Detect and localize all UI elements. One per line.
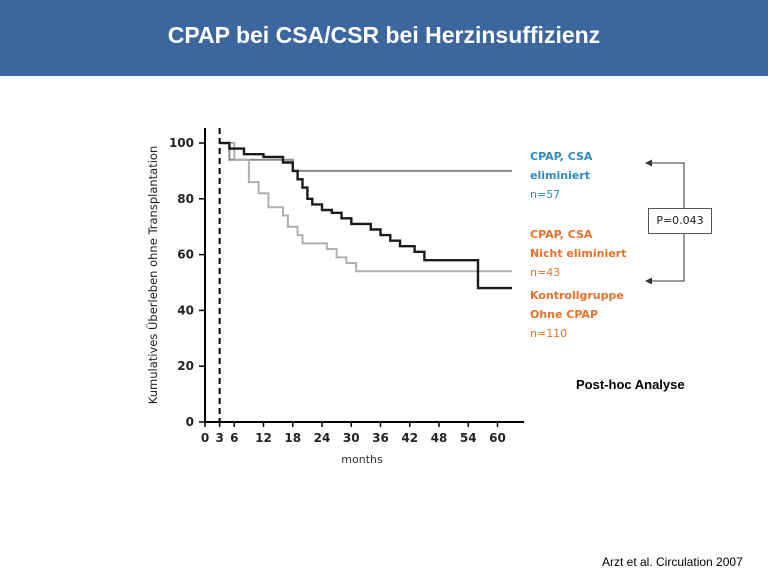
x-axis-label: months — [341, 453, 383, 466]
legend-eliminated-line1: CPAP, CSA — [530, 150, 593, 163]
y-tick-label: 0 — [186, 415, 194, 429]
p-value-box: P=0.043 — [648, 208, 712, 234]
posthoc-label: Post-hoc Analyse — [576, 377, 685, 392]
legend-control-n: n=110 — [530, 327, 568, 340]
title-bar — [0, 0, 768, 76]
x-tick-label: 3 — [215, 431, 223, 445]
legend-not-eliminated-line2: Nicht eliminiert — [530, 247, 627, 260]
y-tick-label: 60 — [177, 248, 194, 262]
x-tick-label: 60 — [489, 431, 506, 445]
x-tick-label: 30 — [343, 431, 360, 445]
bracket-arrow-bottom — [645, 277, 652, 285]
x-tick-label: 0 — [201, 431, 209, 445]
x-tick-label: 42 — [401, 431, 418, 445]
y-tick-label: 20 — [177, 359, 194, 373]
y-axis-label: Kumulatives Überleben ohne Transplantati… — [144, 146, 160, 404]
legend-not-eliminated: CPAP, CSA Nicht eliminiert n=43 — [530, 225, 626, 282]
legend-control-line1: Kontrollgruppe — [530, 289, 624, 302]
legend-eliminated-line2: eliminiert — [530, 169, 590, 182]
series-control-line — [219, 141, 513, 290]
series-not-eliminated-line — [219, 142, 513, 273]
legend-not-eliminated-line1: CPAP, CSA — [530, 228, 593, 241]
x-tick-label: 12 — [255, 431, 272, 445]
x-tick-label: 48 — [431, 431, 448, 445]
slide-title: CPAP bei CSA/CSR bei Herzinsuffizienz — [167, 22, 601, 48]
y-tick-label: 100 — [169, 136, 194, 150]
bracket-arrow-top — [645, 159, 652, 167]
x-tick-label: 24 — [314, 431, 331, 445]
legend-control: Kontrollgruppe Ohne CPAP n=110 — [530, 286, 624, 343]
legend-control-line2: Ohne CPAP — [530, 308, 599, 321]
x-tick-label: 54 — [460, 431, 477, 445]
legend-not-eliminated-n: n=43 — [530, 266, 561, 279]
x-tick-label: 36 — [372, 431, 389, 445]
citation: Arzt et al. Circulation 2007 — [602, 555, 743, 569]
y-tick-label: 40 — [177, 303, 194, 317]
y-tick-label: 80 — [177, 192, 194, 206]
x-tick-label: 6 — [230, 431, 238, 445]
x-tick-label: 18 — [284, 431, 301, 445]
legend-eliminated-n: n=57 — [530, 188, 561, 201]
legend-eliminated: CPAP, CSA eliminiert n=57 — [530, 147, 592, 204]
